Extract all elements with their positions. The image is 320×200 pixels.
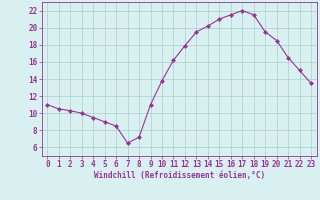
X-axis label: Windchill (Refroidissement éolien,°C): Windchill (Refroidissement éolien,°C) — [94, 171, 265, 180]
